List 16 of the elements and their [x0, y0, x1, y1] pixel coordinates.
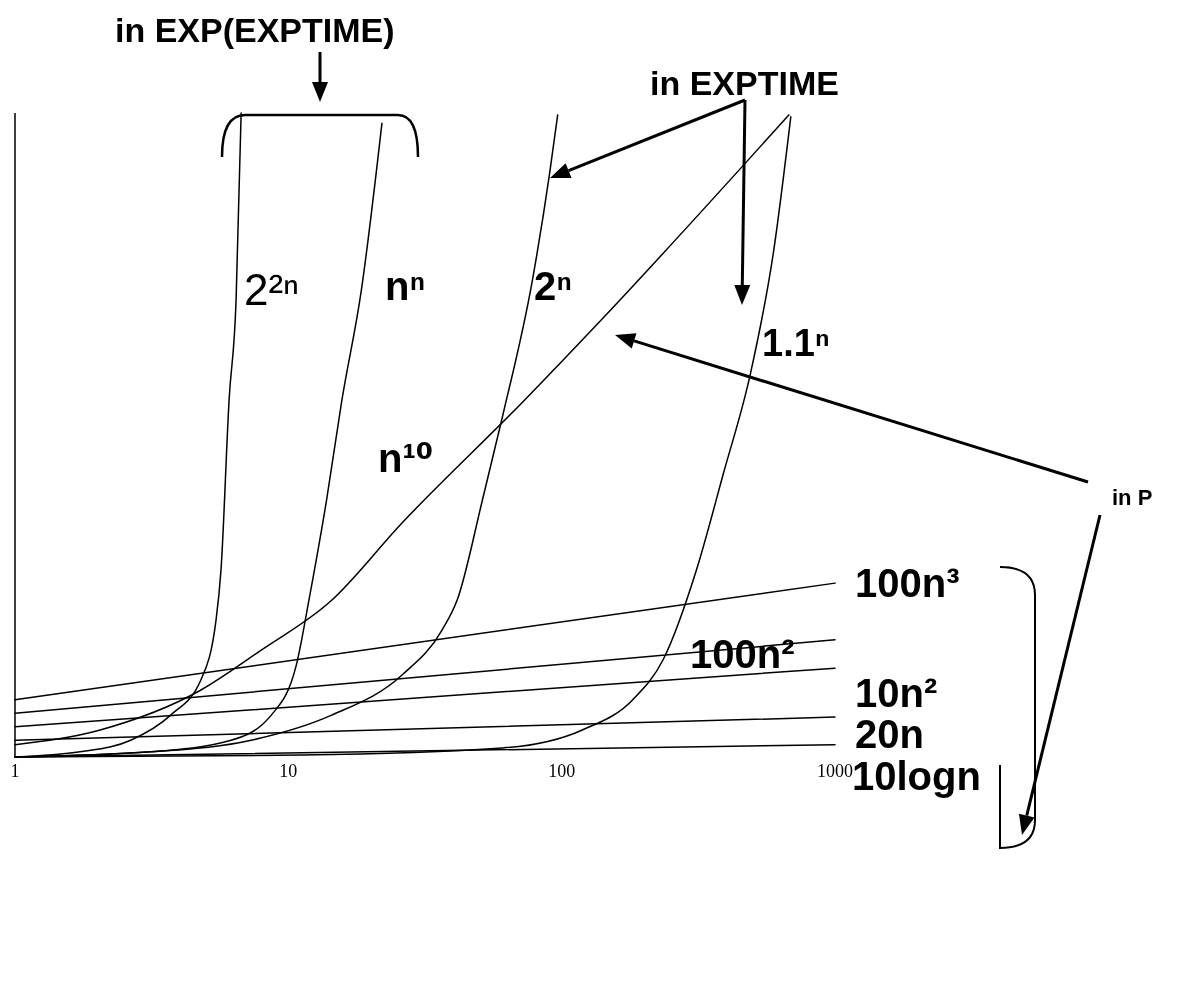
series-label: n¹⁰ [378, 436, 434, 480]
series-label: 2²ⁿ [244, 265, 300, 314]
series-label: nⁿ [385, 264, 426, 308]
text: in EXPTIME [650, 64, 839, 102]
x-tick-label: 100 [548, 761, 576, 781]
series-label: 2ⁿ [534, 264, 573, 308]
x-tick-label: 10 [279, 761, 298, 781]
series-label: 20n [855, 712, 924, 756]
series-label: 100n³ [855, 561, 960, 605]
x-tick-label: 1000 [817, 761, 853, 781]
series-label: 10logn [852, 754, 981, 798]
series-label: 10n² [855, 671, 938, 715]
text: in EXP(EXPTIME) [115, 11, 395, 49]
legend-label: 1.1ⁿ [762, 322, 830, 364]
x-tick-label: 1 [10, 761, 20, 781]
text: in P [1112, 485, 1153, 510]
